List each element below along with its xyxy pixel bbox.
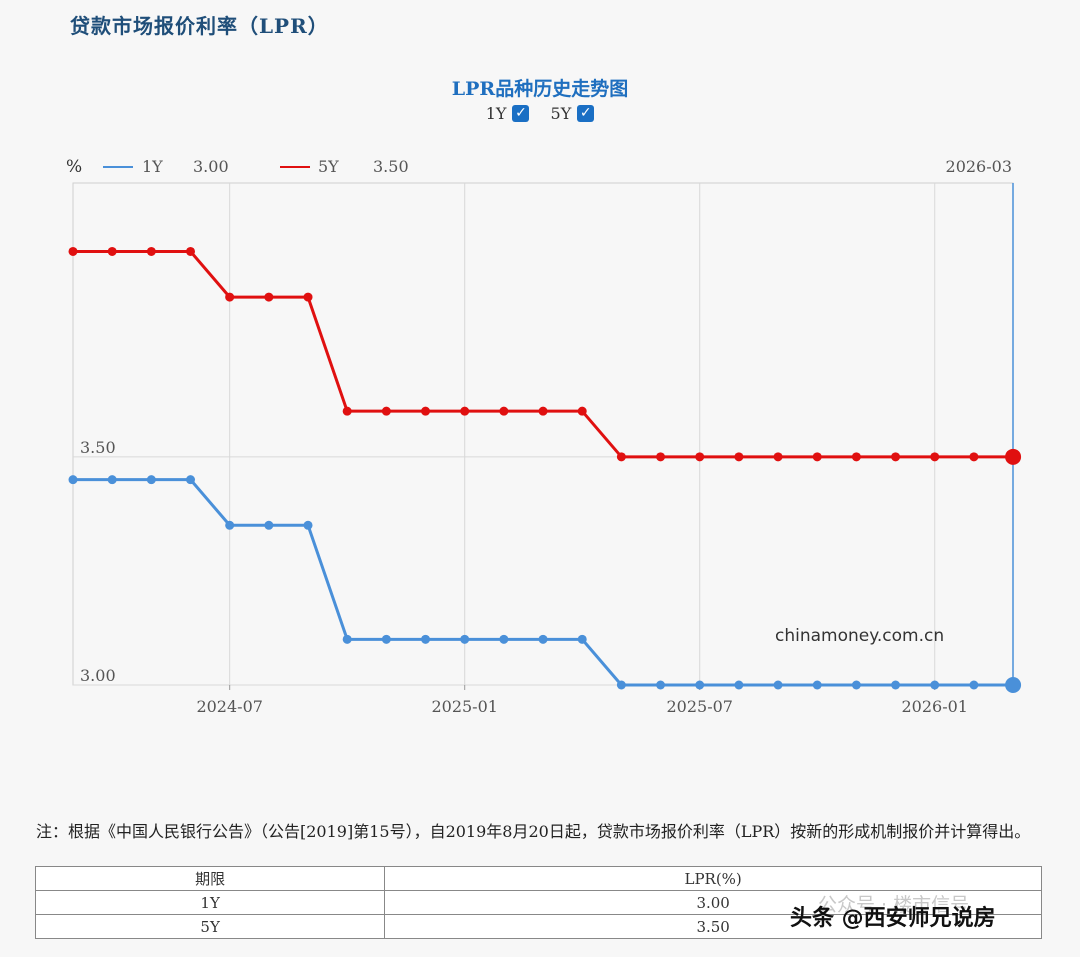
data-point-5y xyxy=(969,452,979,462)
series-line-5y xyxy=(73,249,1014,459)
series-5y xyxy=(68,246,1022,465)
data-point-5y xyxy=(146,246,156,256)
data-point-1y xyxy=(381,634,391,644)
legend-1y-label: 1Y xyxy=(142,157,163,176)
toggle-5y[interactable]: 5Y ✓ xyxy=(551,104,595,123)
series-1y xyxy=(68,475,1022,693)
data-point-5y xyxy=(460,406,470,416)
footnote: 注：根据《中国人民银行公告》（公告[2019]第15号），自2019年8月20日… xyxy=(36,822,1031,841)
table-cell: 3.50 xyxy=(384,914,1042,939)
y-tick-labels: 3.50 3.00 xyxy=(80,438,116,685)
data-point-1y xyxy=(969,680,979,690)
data-point-5y xyxy=(695,452,705,462)
plot-frame xyxy=(72,182,1014,686)
y-tick-label: 3.50 xyxy=(80,438,116,457)
legend-1y-value: 3.00 xyxy=(193,157,229,176)
data-point-5y xyxy=(1005,448,1022,465)
x-tick-label: 2025-01 xyxy=(431,697,497,716)
data-point-1y xyxy=(577,634,587,644)
data-point-1y xyxy=(773,680,783,690)
data-point-5y xyxy=(656,452,666,462)
data-point-1y xyxy=(342,634,352,644)
faint-watermark: 公众号 · 楼市信号 xyxy=(818,894,970,916)
site-watermark: chinamoney.com.cn xyxy=(775,626,945,646)
toggle-1y-label: 1Y xyxy=(485,104,507,123)
checkbox-5y-icon[interactable]: ✓ xyxy=(577,105,595,122)
toggle-5y-label: 5Y xyxy=(550,104,572,123)
data-point-1y xyxy=(107,475,117,485)
data-point-1y xyxy=(851,680,861,690)
data-point-5y xyxy=(186,246,196,256)
checkbox-1y-icon[interactable]: ✓ xyxy=(512,105,530,122)
grid xyxy=(73,183,1013,690)
table-header-row: 期限 LPR(%) xyxy=(34,866,1042,891)
series-toggles: 1Y ✓ 5Y ✓ xyxy=(0,104,1080,123)
data-point-5y xyxy=(421,406,431,416)
table-row: 5Y 3.50 xyxy=(34,914,1042,939)
data-point-5y xyxy=(930,452,940,462)
data-point-1y xyxy=(303,520,313,530)
legend-date: 2026-03 xyxy=(946,157,1012,176)
data-point-1y xyxy=(734,680,744,690)
data-point-5y xyxy=(616,452,626,462)
data-point-1y xyxy=(146,475,156,485)
x-tick-label: 2026-01 xyxy=(901,697,967,716)
data-point-5y xyxy=(303,292,313,302)
data-point-5y xyxy=(107,246,117,256)
page-title: 贷款市场报价利率（LPR） xyxy=(70,14,329,38)
x-tick-label: 2024-07 xyxy=(196,697,262,716)
data-point-5y xyxy=(577,406,587,416)
table-header: LPR(%) xyxy=(384,866,1042,891)
data-point-1y xyxy=(616,680,626,690)
data-point-1y xyxy=(656,680,666,690)
data-point-1y xyxy=(930,680,940,690)
legend-5y-label: 5Y xyxy=(318,157,339,176)
data-point-5y xyxy=(381,406,391,416)
series-line-1y xyxy=(73,478,1014,687)
unit-label: % xyxy=(66,157,82,177)
x-tick-label: 2025-07 xyxy=(666,697,732,716)
legend-5y-value: 3.50 xyxy=(373,157,409,176)
data-point-5y xyxy=(812,452,822,462)
y-tick-label: 3.00 xyxy=(80,666,116,685)
data-point-1y xyxy=(891,680,901,690)
data-point-1y xyxy=(68,475,78,485)
data-point-5y xyxy=(891,452,901,462)
table-cell: 1Y xyxy=(34,890,386,915)
data-point-1y xyxy=(695,680,705,690)
data-point-1y xyxy=(460,634,470,644)
credit-watermark: 头条 @西安师兄说房 xyxy=(790,906,996,931)
table-cell: 5Y xyxy=(34,914,386,939)
data-point-1y xyxy=(225,520,235,530)
data-point-5y xyxy=(773,452,783,462)
data-point-1y xyxy=(499,634,509,644)
table-header: 期限 xyxy=(34,866,386,891)
data-point-1y xyxy=(1005,677,1022,693)
data-point-1y xyxy=(264,520,274,530)
data-point-1y xyxy=(421,634,431,644)
data-point-5y xyxy=(225,292,235,302)
data-point-5y xyxy=(851,452,861,462)
line-chart[interactable]: % 1Y 3.00 5Y 3.50 2026-03 3.50 3.00 2024-… xyxy=(0,0,1080,720)
data-point-5y xyxy=(68,246,78,256)
data-point-1y xyxy=(812,680,822,690)
data-point-1y xyxy=(186,475,196,485)
data-point-1y xyxy=(538,634,548,644)
x-tick-labels: 2024-07 2025-01 2025-07 2026-01 xyxy=(196,697,968,716)
toggle-1y[interactable]: 1Y ✓ xyxy=(486,104,530,123)
data-point-5y xyxy=(538,406,548,416)
data-point-5y xyxy=(342,406,352,416)
data-point-5y xyxy=(264,292,274,302)
chart-title: LPR品种历史走势图 xyxy=(451,78,629,100)
lpr-table: 期限 LPR(%) 1Y 3.00 5Y 3.50 xyxy=(34,866,1042,939)
data-point-5y xyxy=(734,452,744,462)
data-point-5y xyxy=(499,406,509,416)
